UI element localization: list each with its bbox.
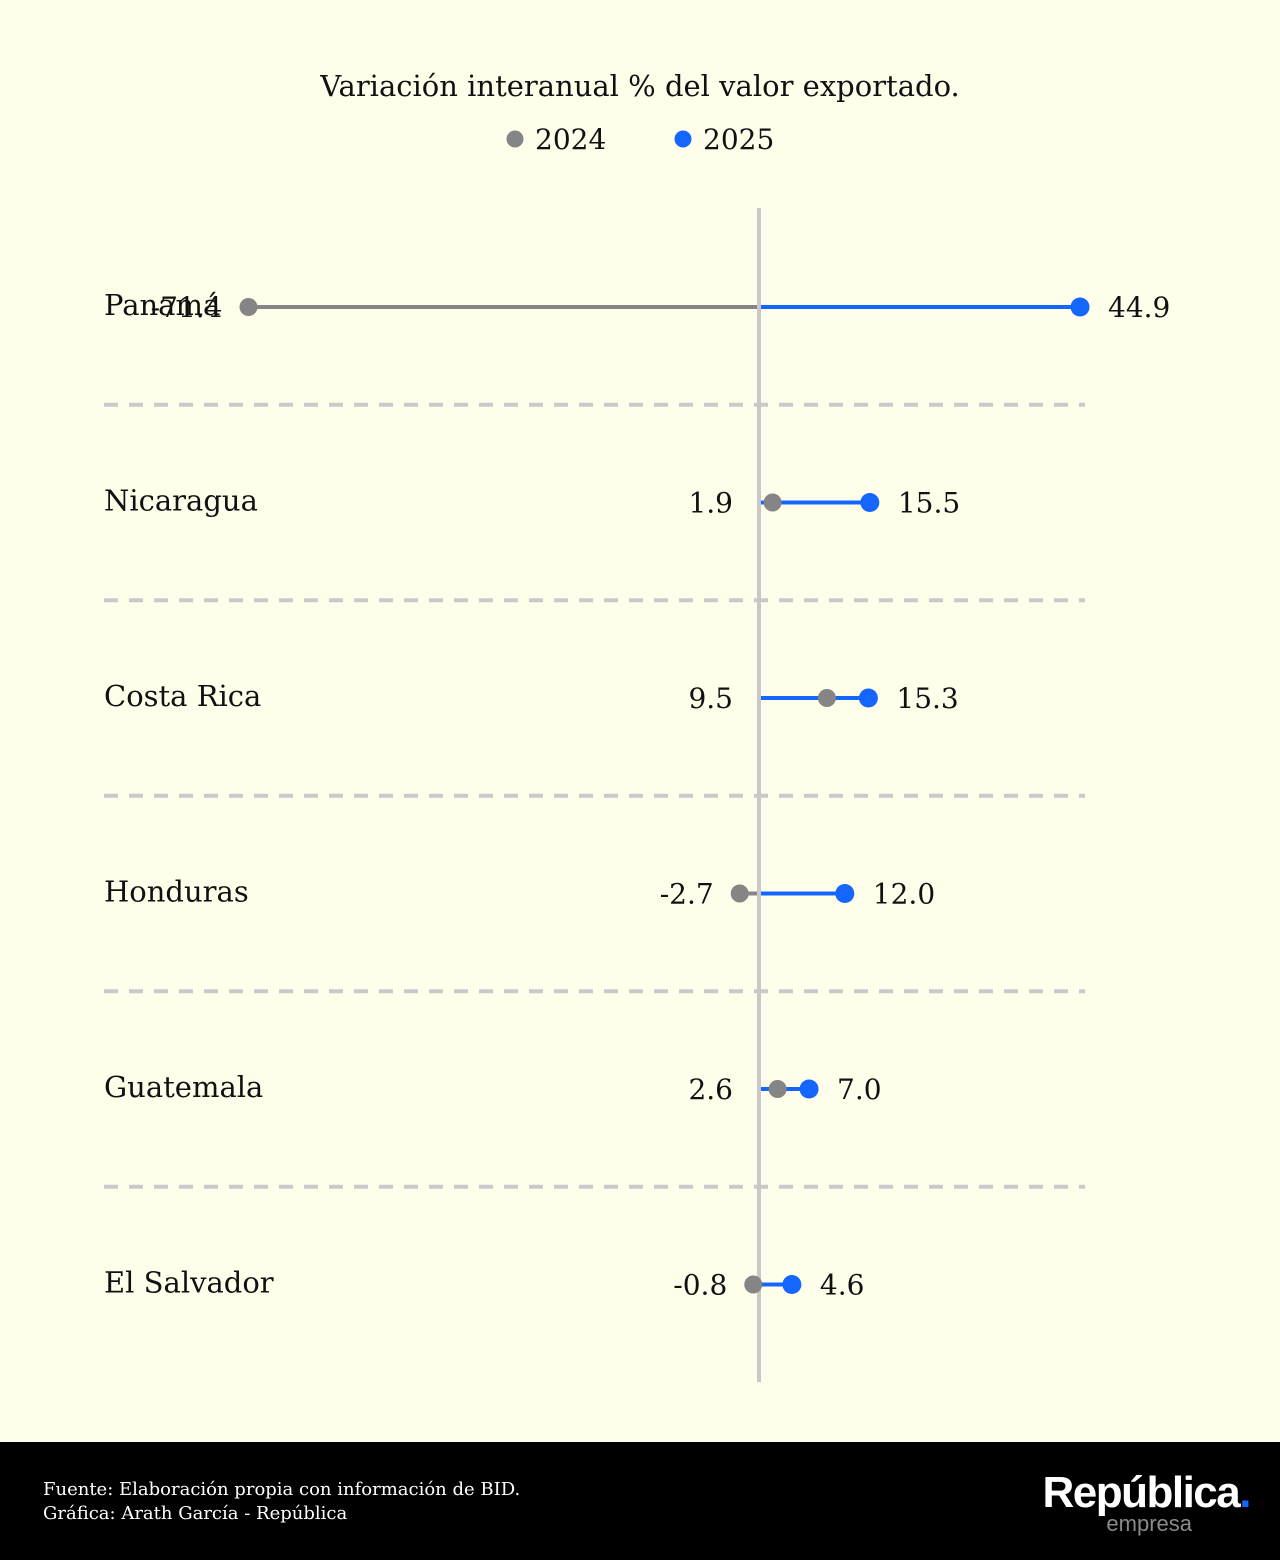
footer: Fuente: Elaboración propia con informaci… <box>0 1442 1280 1560</box>
brand-subtitle: empresa <box>1106 1511 1192 1536</box>
value-label-2024: -2.7 <box>660 878 714 911</box>
point-2025 <box>799 1079 819 1099</box>
brand-logo: República. empresa <box>1020 1468 1251 1538</box>
value-label-2024: -71.4 <box>151 291 223 324</box>
value-label-2024: 1.9 <box>688 487 733 520</box>
value-label-2025: 15.3 <box>896 682 958 715</box>
dumbbell-chart: Variación interanual % del valor exporta… <box>104 69 1170 1382</box>
country-label: Nicaragua <box>104 484 258 518</box>
legend-marker-2024 <box>506 130 524 148</box>
legend-label-2025: 2025 <box>703 123 774 156</box>
value-label-2024: 9.5 <box>688 682 733 715</box>
country-label: Panamá <box>104 288 220 322</box>
point-2024 <box>730 884 749 903</box>
chart-title: Variación interanual % del valor exporta… <box>319 69 960 103</box>
point-2025 <box>860 493 880 512</box>
brand-name-text: República <box>1042 1468 1240 1517</box>
point-2025 <box>782 1275 802 1294</box>
brand-name: República. <box>1042 1468 1251 1518</box>
value-label-2025: 7.0 <box>837 1073 882 1106</box>
country-label: Guatemala <box>104 1070 263 1104</box>
point-2024 <box>763 493 782 512</box>
value-label-2024: -0.8 <box>673 1269 727 1302</box>
footer-source: Fuente: Elaboración propia con informaci… <box>43 1479 521 1500</box>
point-2025 <box>858 688 878 708</box>
footer-credit: Gráfica: Arath García - República <box>43 1503 348 1524</box>
legend-label-2024: 2024 <box>535 123 606 156</box>
chart: Variación interanual % del valor exporta… <box>104 69 1170 1382</box>
country-label: Costa Rica <box>104 679 261 713</box>
legend-marker-2025 <box>674 130 692 148</box>
point-2024 <box>768 1080 787 1098</box>
point-2024 <box>817 689 836 707</box>
value-label-2025: 4.6 <box>820 1269 865 1302</box>
point-2024 <box>239 298 258 316</box>
point-2025 <box>835 884 855 903</box>
value-label-2025: 15.5 <box>898 487 960 520</box>
country-label: Honduras <box>104 875 249 909</box>
value-label-2024: 2.6 <box>688 1073 733 1106</box>
point-2025 <box>1070 297 1090 317</box>
brand-dot: . <box>1239 1468 1251 1517</box>
value-label-2025: 44.9 <box>1108 291 1170 324</box>
value-label-2025: 12.0 <box>873 878 935 911</box>
country-label: El Salvador <box>104 1266 274 1300</box>
point-2024 <box>744 1275 763 1294</box>
